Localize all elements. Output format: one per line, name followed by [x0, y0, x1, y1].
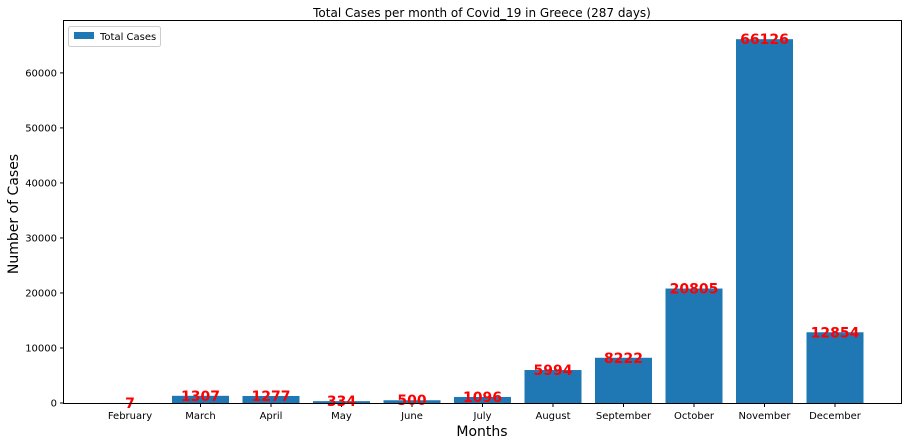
bar: [736, 39, 793, 403]
legend-swatch: [74, 32, 94, 39]
x-tick-label: October: [674, 411, 715, 422]
data-label: 1307: [181, 389, 220, 405]
data-label: 66126: [740, 32, 789, 48]
bar: [595, 357, 652, 403]
data-label: 5994: [534, 363, 573, 379]
bar: [313, 401, 370, 403]
bar: [806, 332, 864, 403]
y-axis: 0 10000 20000 30000 40000 50000 60000: [25, 68, 64, 410]
data-labels: 7 1307 1277 334 500 1096599482222080566126128…: [125, 32, 859, 412]
x-tick-label: September: [596, 411, 652, 422]
x-axis-title: Months: [456, 424, 507, 440]
y-axis-title: Number of Cases: [6, 154, 22, 274]
y-tick-label: 40000: [25, 178, 57, 189]
x-tick-label: August: [536, 411, 571, 422]
data-label: 20805: [670, 282, 719, 298]
bars: [101, 39, 864, 403]
bar: [524, 370, 582, 403]
x-tick-label: November: [738, 411, 791, 422]
data-label: 12854: [811, 325, 860, 341]
bar: [454, 396, 511, 403]
legend: Total Cases: [68, 26, 161, 47]
x-tick-label: June: [400, 411, 423, 422]
legend-label: Total Cases: [99, 32, 156, 43]
x-tick-label: March: [185, 411, 215, 422]
y-tick-label: 60000: [25, 68, 57, 79]
bar: [383, 400, 441, 403]
y-tick-label: 10000: [25, 343, 57, 354]
chart-title: Total Cases per month of Covid_19 in Gre…: [312, 6, 651, 20]
legend-box: [68, 26, 161, 47]
x-tick-label: May: [331, 411, 352, 422]
y-tick-label: 50000: [25, 123, 57, 134]
x-tick-label: February: [108, 411, 152, 422]
bar: [242, 395, 300, 403]
x-axis: February March April May June July August Septe…: [108, 403, 862, 422]
plot-frame: [63, 20, 902, 404]
data-label: 1277: [252, 389, 291, 405]
bar: [665, 288, 723, 403]
y-tick-label: 30000: [25, 233, 57, 244]
data-label: 500: [397, 393, 426, 409]
bar: [172, 395, 229, 403]
y-tick-label: 20000: [25, 288, 57, 299]
x-tick-label: July: [473, 411, 492, 422]
data-label: 8222: [604, 351, 643, 367]
data-label: 334: [327, 394, 356, 410]
data-label: 1096: [463, 390, 502, 406]
x-tick-label: April: [260, 411, 283, 422]
y-tick-label: 0: [51, 399, 57, 410]
x-tick-label: December: [809, 411, 862, 422]
